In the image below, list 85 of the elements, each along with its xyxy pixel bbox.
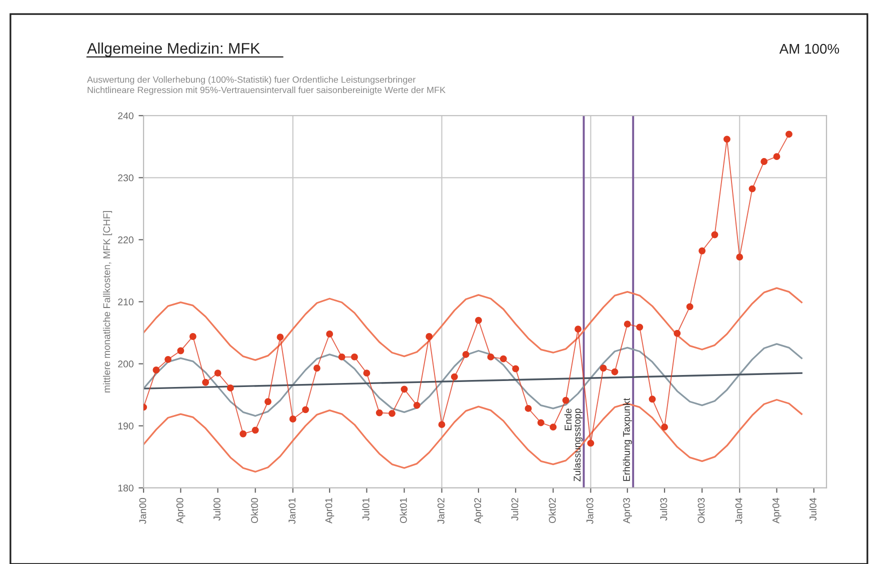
point [785, 130, 792, 138]
point [686, 303, 694, 310]
point [462, 351, 470, 358]
x-tick-label: Okt01 [400, 498, 407, 524]
x-tick-label: Jul03 [660, 498, 668, 521]
point [562, 396, 570, 404]
point [438, 421, 446, 428]
point [624, 320, 631, 328]
x-tick-label: Apr03 [623, 498, 632, 524]
point [550, 424, 557, 431]
y-tick-label: 180 [118, 484, 134, 492]
point [524, 404, 532, 412]
ref-line-label: Erhöhung Taxpunkt [622, 398, 632, 481]
point [674, 330, 681, 337]
y-tick-label: 190 [118, 422, 134, 430]
y-tick-label: 210 [118, 298, 134, 306]
x-tick-label: Jan03 [586, 498, 594, 524]
ref-line-label: Ende Zulassungsstopp [564, 408, 583, 482]
chart-subtitle: Auswertung der Vollerhebung (100%-Statistik) fuer Ordentliche Leistungserbringer Nichtlineare Regression mit 95%-Vertrauensintervall fuer saisonbereinigte Werte der MFK [87, 76, 446, 95]
x-tick-label: Apr04 [772, 498, 782, 524]
point [400, 386, 408, 393]
point [276, 334, 284, 341]
point [226, 384, 234, 392]
y-tick-label: 200 [118, 360, 134, 368]
point [376, 409, 383, 416]
y-axis-title: mittlere monatliche Fallkosten, MFK [CHF] [102, 211, 112, 392]
point [748, 185, 756, 192]
point [413, 402, 420, 409]
x-tick-label: Jul02 [511, 498, 518, 521]
y-tick-label: 240 [118, 112, 134, 120]
point [475, 316, 482, 324]
point [736, 254, 744, 261]
x-tick-label: Okt03 [698, 498, 705, 524]
point [512, 365, 520, 372]
point [611, 368, 618, 376]
point [189, 333, 196, 340]
point [600, 364, 607, 372]
x-tick-label: Apr00 [176, 498, 186, 524]
point [338, 353, 346, 360]
point [648, 396, 656, 403]
x-tick-label: Okt02 [548, 498, 556, 524]
point [313, 364, 320, 372]
text: AM 100% [779, 44, 840, 54]
point [574, 326, 582, 333]
point [587, 440, 594, 447]
point [289, 416, 296, 422]
x-tick-label: Jan04 [735, 498, 742, 524]
point [177, 347, 184, 354]
y-tick-label: 230 [118, 174, 134, 182]
point [636, 324, 644, 331]
x-tick-label: Jul00 [213, 498, 220, 521]
point [240, 430, 247, 438]
point [711, 231, 718, 238]
x-tick-label: Apr02 [474, 498, 484, 524]
x-tick-label: Jul04 [809, 498, 816, 521]
point [214, 370, 222, 377]
chart-title: Allgemeine Medizin: MFK [87, 42, 260, 57]
point [252, 426, 259, 434]
point [760, 158, 768, 165]
point [326, 330, 334, 338]
x-tick-label: Jan02 [438, 498, 444, 524]
x-tick-label: Jan00 [139, 498, 146, 524]
point [164, 356, 172, 363]
point [202, 378, 210, 386]
point [302, 406, 309, 414]
point [363, 370, 370, 377]
x-tick-label: Okt00 [250, 498, 258, 524]
x-tick-label: Jul01 [362, 498, 370, 521]
point [388, 410, 396, 417]
point [773, 153, 780, 160]
point [426, 333, 433, 340]
x-tick-label: Jan01 [288, 498, 296, 524]
point [723, 136, 730, 143]
point [450, 373, 458, 380]
point [351, 353, 358, 360]
point [698, 247, 706, 254]
y-tick-label: 220 [118, 236, 134, 244]
point [487, 353, 494, 360]
point [500, 355, 507, 362]
point [264, 398, 272, 406]
x-tick-label: Apr01 [325, 498, 334, 524]
point [661, 424, 668, 431]
line-series [144, 287, 802, 361]
point [537, 419, 544, 426]
point [152, 366, 160, 374]
